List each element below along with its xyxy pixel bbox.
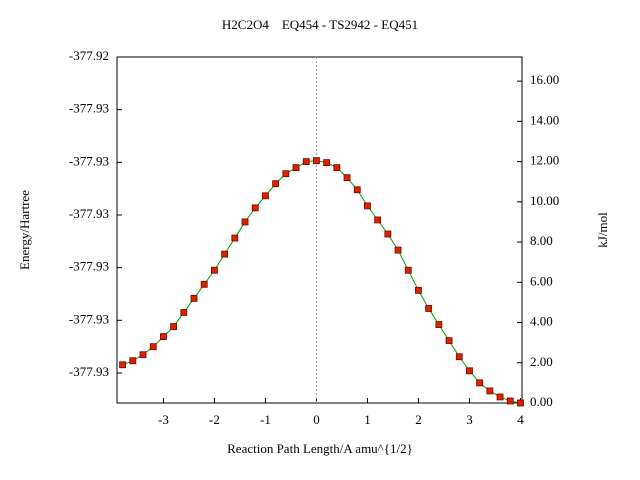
x-tick-label: -2 [209,412,220,427]
x-tick-label: -1 [260,412,271,427]
y-tick-label: -377.93 [69,206,109,221]
y2-tick-label: 0.00 [530,394,553,409]
x-tick-label: -3 [158,412,169,427]
data-point [333,164,341,172]
data-point [200,280,208,288]
data-point [129,357,137,365]
data-point [486,387,494,395]
series-line [122,160,521,404]
x-tick-label: 1 [364,412,371,427]
data-point [415,286,422,294]
data-point [445,337,453,345]
y-tick-label: -377.93 [69,311,109,326]
data-point [292,164,300,172]
y-tick-label: -377.93 [69,364,109,379]
data-point [149,343,157,351]
x-axis-label: Reaction Path Length/A amu^{1/2} [227,441,413,456]
data-point [517,399,524,407]
plot-frame [116,56,523,404]
y2-tick-label: 2.00 [530,354,553,369]
data-point [353,186,361,194]
y-axis-label: Energy/Hartree [17,190,32,270]
data-point [302,158,310,166]
data-point [364,202,371,210]
x-tick-label: 4 [517,412,524,427]
y-tick-label: -377.92 [69,48,109,63]
y-tick-label: -377.93 [69,153,109,168]
data-point [435,321,443,328]
data-point [404,266,412,274]
data-point [211,266,218,274]
data-point [323,159,331,167]
data-point [506,397,514,405]
y2-axis-label: kJ/mol [595,212,610,248]
data-point [282,170,290,178]
y2-tick-label: 4.00 [530,314,553,329]
data-point [496,393,504,401]
y2-tick-label: 10.00 [530,193,559,208]
data-point [119,361,127,369]
data-point [251,204,259,212]
data-point [425,305,433,312]
y2-tick-label: 14.00 [530,112,559,127]
data-point [374,216,382,224]
y2-tick-label: 6.00 [530,273,553,288]
data-point [221,250,229,258]
y2-tick-label: 12.00 [530,153,559,168]
data-point [476,379,484,387]
y-tick-label: -377.93 [69,101,109,116]
data-point [241,218,249,226]
data-point [343,174,351,182]
y2-tick-label: 16.00 [530,72,559,87]
data-point [262,192,269,200]
data-point [160,333,167,341]
y2-tick-label: 8.00 [530,233,553,248]
data-point [231,234,239,242]
data-point [190,294,198,302]
data-point [313,157,320,164]
data-point [455,353,463,361]
x-tick-label: 2 [415,412,422,427]
x-tick-label: 0 [313,412,320,427]
data-point [272,180,280,188]
x-tick-label: 3 [466,412,473,427]
data-point [394,246,402,254]
data-point [180,309,188,316]
data-point [466,367,473,375]
data-point [384,230,392,238]
data-point [170,323,178,330]
chart-title: H2C2O4 EQ454 - TS2942 - EQ451 [222,17,418,32]
data-point [139,351,147,359]
y-tick-label: -377.93 [69,259,109,274]
